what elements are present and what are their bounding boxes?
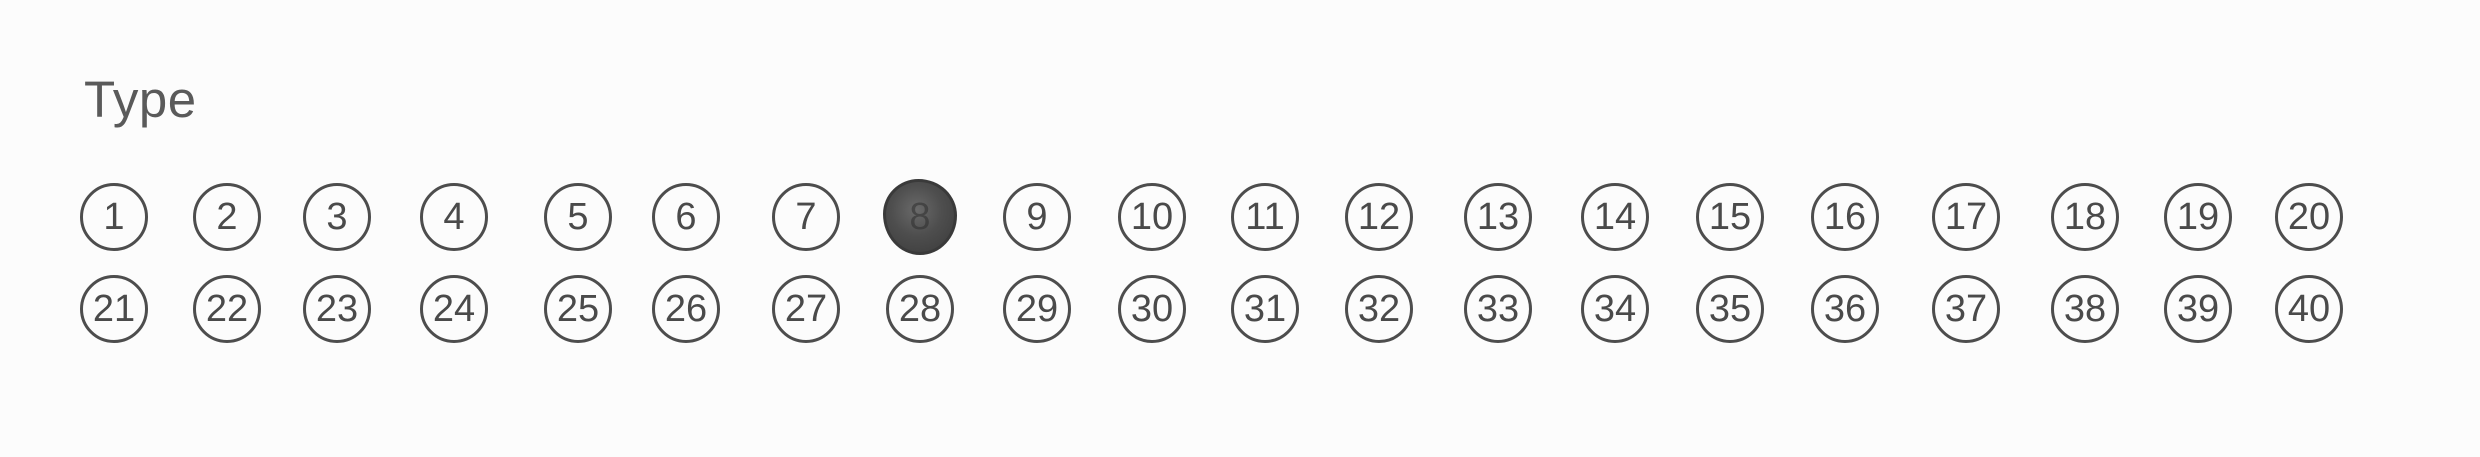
option-number: 15	[1708, 195, 1752, 238]
option-bubble-26[interactable]: 26	[652, 275, 720, 343]
option-number: 7	[795, 195, 817, 238]
option-bubble-9[interactable]: 9	[1003, 183, 1071, 251]
option-bubble-28[interactable]: 28	[886, 275, 954, 343]
option-bubble-29[interactable]: 29	[1003, 275, 1071, 343]
option-number: 12	[1357, 195, 1401, 238]
option-number: 33	[1476, 287, 1520, 330]
option-number: 18	[2063, 195, 2107, 238]
option-bubble-22[interactable]: 22	[193, 275, 261, 343]
option-bubble-40[interactable]: 40	[2275, 275, 2343, 343]
option-bubble-38[interactable]: 38	[2051, 275, 2119, 343]
option-number: 37	[1944, 287, 1988, 330]
option-bubble-19[interactable]: 19	[2164, 183, 2232, 251]
option-number: 28	[898, 287, 942, 330]
option-number: 9	[1026, 195, 1048, 238]
option-bubble-1[interactable]: 1	[80, 183, 148, 251]
option-bubble-13[interactable]: 13	[1464, 183, 1532, 251]
option-number: 30	[1130, 287, 1174, 330]
option-bubble-36[interactable]: 36	[1811, 275, 1879, 343]
option-number: 5	[567, 195, 589, 238]
option-bubble-15[interactable]: 15	[1696, 183, 1764, 251]
option-bubble-39[interactable]: 39	[2164, 275, 2232, 343]
option-number: 25	[556, 287, 600, 330]
option-bubble-4[interactable]: 4	[420, 183, 488, 251]
option-number: 19	[2176, 195, 2220, 238]
option-bubble-35[interactable]: 35	[1696, 275, 1764, 343]
option-bubble-20[interactable]: 20	[2275, 183, 2343, 251]
option-bubble-31[interactable]: 31	[1231, 275, 1299, 343]
option-number: 13	[1476, 195, 1520, 238]
option-number: 3	[326, 195, 348, 238]
option-number: 38	[2063, 287, 2107, 330]
option-bubble-2[interactable]: 2	[193, 183, 261, 251]
option-number: 29	[1015, 287, 1059, 330]
option-bubble-17[interactable]: 17	[1932, 183, 2000, 251]
option-number: 32	[1357, 287, 1401, 330]
option-number: 27	[784, 287, 828, 330]
option-number: 10	[1130, 195, 1174, 238]
option-bubble-12[interactable]: 12	[1345, 183, 1413, 251]
option-number: 1	[103, 195, 125, 238]
option-bubble-3[interactable]: 3	[303, 183, 371, 251]
option-number: 36	[1823, 287, 1867, 330]
option-bubble-8[interactable]: 8	[883, 179, 957, 255]
option-bubble-7[interactable]: 7	[772, 183, 840, 251]
option-bubble-21[interactable]: 21	[80, 275, 148, 343]
option-number: 39	[2176, 287, 2220, 330]
option-number: 11	[1245, 195, 1285, 238]
bubble-row-2: 21 22 23 24 25 26 27 28 29 30 31 32 33 34 35 36 37 38 39 40	[0, 271, 2480, 351]
option-number: 31	[1243, 287, 1287, 330]
option-bubble-25[interactable]: 25	[544, 275, 612, 343]
option-number: 23	[315, 287, 359, 330]
option-bubble-10[interactable]: 10	[1118, 183, 1186, 251]
option-bubble-37[interactable]: 37	[1932, 275, 2000, 343]
option-number: 14	[1593, 195, 1637, 238]
option-bubble-30[interactable]: 30	[1118, 275, 1186, 343]
option-number: 8	[909, 195, 931, 238]
option-bubble-14[interactable]: 14	[1581, 183, 1649, 251]
option-bubble-27[interactable]: 27	[772, 275, 840, 343]
option-bubble-24[interactable]: 24	[420, 275, 488, 343]
option-number: 17	[1944, 195, 1988, 238]
option-bubble-23[interactable]: 23	[303, 275, 371, 343]
option-number: 20	[2287, 195, 2331, 238]
option-number: 16	[1823, 195, 1867, 238]
option-number: 22	[205, 287, 249, 330]
option-number: 4	[443, 195, 465, 238]
option-bubble-18[interactable]: 18	[2051, 183, 2119, 251]
option-number: 26	[664, 287, 708, 330]
option-number: 35	[1708, 287, 1752, 330]
option-bubble-16[interactable]: 16	[1811, 183, 1879, 251]
option-number: 6	[675, 195, 697, 238]
option-number: 40	[2287, 287, 2331, 330]
option-number: 34	[1593, 287, 1637, 330]
option-bubble-6[interactable]: 6	[652, 183, 720, 251]
option-number: 21	[92, 287, 136, 330]
option-number: 2	[216, 195, 238, 238]
option-number: 24	[432, 287, 476, 330]
option-bubble-11[interactable]: 11	[1231, 183, 1299, 251]
bubble-row-1: 1 2 3 4 5 6 7 8 9 10 11 12 13 14 15 16 17 18 19 20	[0, 179, 2480, 259]
option-bubble-5[interactable]: 5	[544, 183, 612, 251]
option-bubble-32[interactable]: 32	[1345, 275, 1413, 343]
option-bubble-33[interactable]: 33	[1464, 275, 1532, 343]
option-bubble-34[interactable]: 34	[1581, 275, 1649, 343]
type-heading: Type	[84, 71, 197, 128]
